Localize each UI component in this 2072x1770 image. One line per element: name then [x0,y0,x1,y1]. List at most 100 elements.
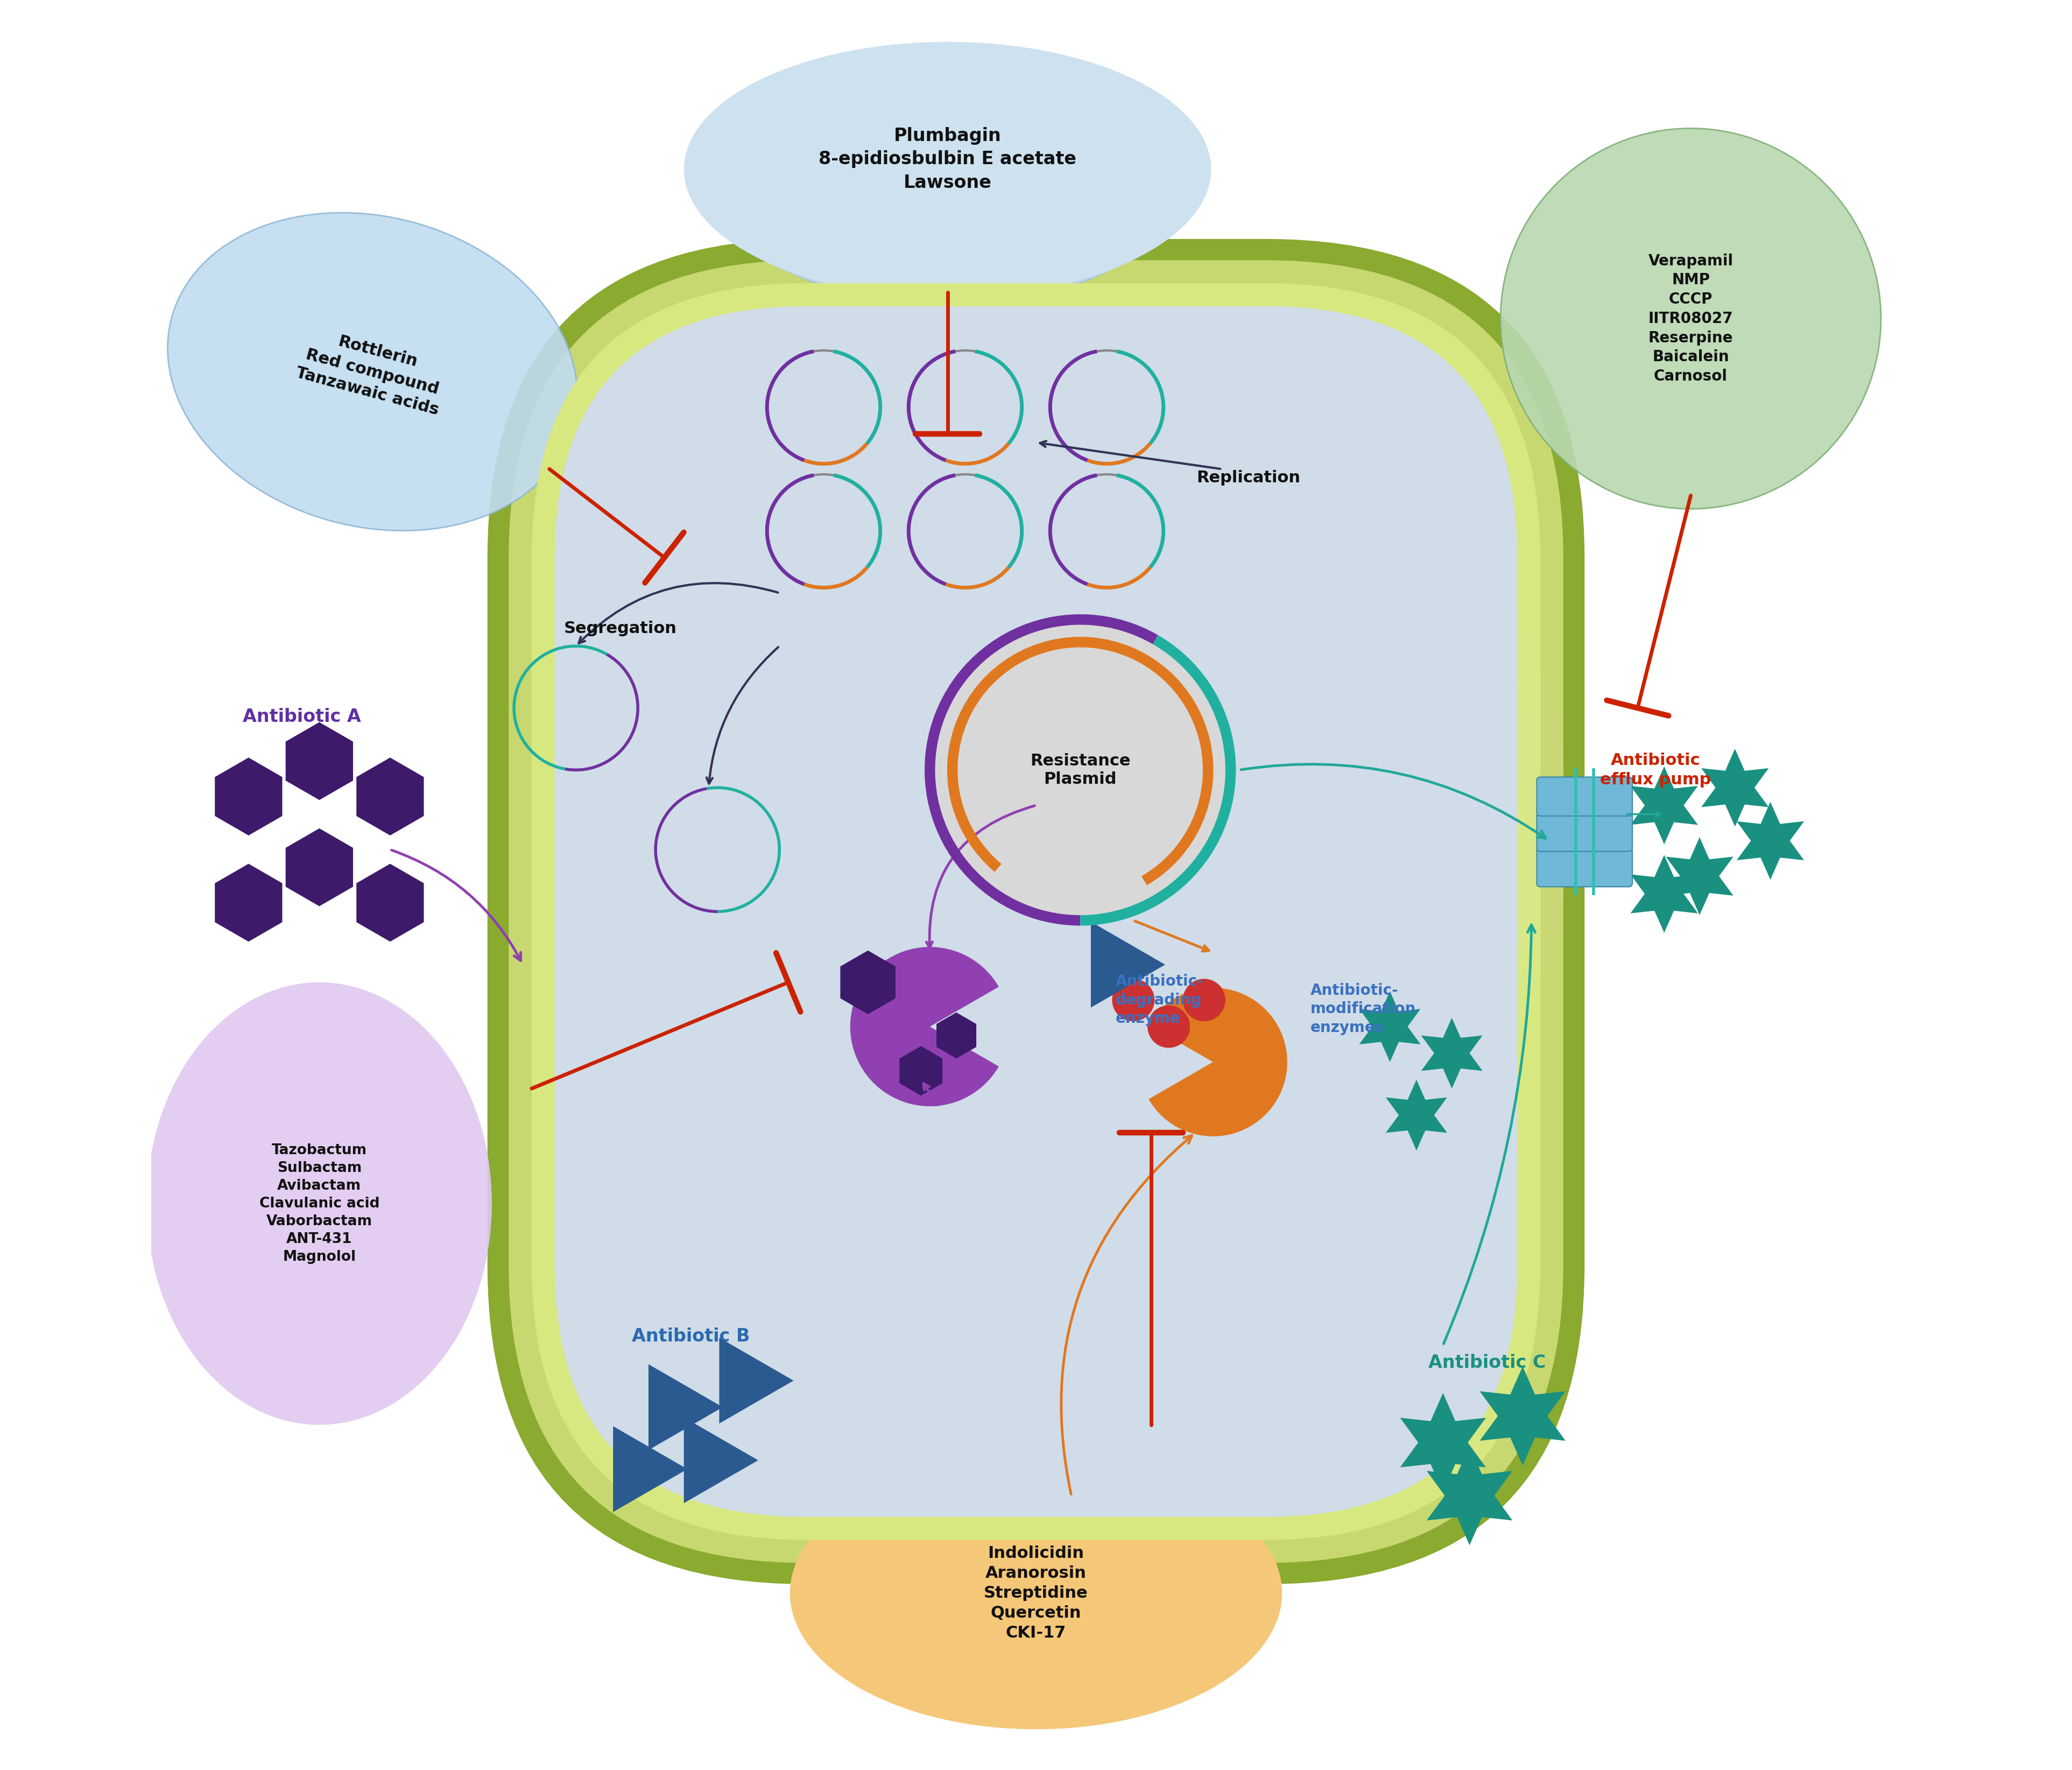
Ellipse shape [727,90,1169,304]
Polygon shape [1421,1018,1481,1089]
Text: Tazobactum
Sulbactam
Avibactam
Clavulanic acid
Vaborbactam
ANT-431
Magnolol: Tazobactum Sulbactam Avibactam Clavulani… [259,1143,379,1264]
Circle shape [1113,979,1154,1021]
Ellipse shape [698,58,1198,299]
Ellipse shape [833,1480,1239,1706]
Polygon shape [1701,749,1769,827]
Ellipse shape [147,982,491,1425]
Ellipse shape [733,99,1162,306]
Ellipse shape [692,51,1202,299]
Ellipse shape [723,87,1173,304]
Polygon shape [286,722,352,800]
Ellipse shape [816,1471,1256,1715]
Ellipse shape [789,1457,1283,1729]
Ellipse shape [707,69,1187,301]
Ellipse shape [688,46,1208,297]
Ellipse shape [725,89,1171,304]
Ellipse shape [802,1464,1270,1722]
Text: Antibiotic C: Antibiotic C [1428,1354,1546,1372]
Polygon shape [215,864,282,942]
Text: Antibiotic-
modification
enzymes: Antibiotic- modification enzymes [1310,982,1415,1035]
Ellipse shape [804,1466,1268,1720]
Polygon shape [1359,991,1421,1062]
Polygon shape [286,828,352,906]
Ellipse shape [837,1481,1235,1705]
Ellipse shape [1500,127,1881,510]
Polygon shape [1479,1366,1566,1466]
Polygon shape [613,1427,688,1512]
Ellipse shape [736,101,1160,306]
Text: Plumbagin
8-epidiosbulbin E acetate
Lawsone: Plumbagin 8-epidiosbulbin E acetate Laws… [818,127,1077,191]
Polygon shape [684,1418,758,1503]
Polygon shape [1631,855,1697,933]
Ellipse shape [711,73,1185,301]
Ellipse shape [808,1467,1264,1719]
Wedge shape [850,947,999,1106]
Ellipse shape [823,1474,1249,1712]
Ellipse shape [729,96,1164,304]
Circle shape [1148,1005,1189,1048]
Ellipse shape [821,1474,1251,1712]
Polygon shape [841,950,895,1014]
Polygon shape [719,1338,794,1423]
Ellipse shape [821,1473,1251,1713]
Polygon shape [1666,837,1734,915]
FancyBboxPatch shape [533,283,1539,1540]
Polygon shape [649,1365,723,1450]
Ellipse shape [798,1462,1274,1724]
Ellipse shape [792,1458,1280,1728]
Text: Antibiotic B: Antibiotic B [632,1328,750,1345]
Ellipse shape [694,55,1200,299]
Ellipse shape [796,1460,1276,1726]
Polygon shape [215,758,282,835]
Ellipse shape [829,1478,1243,1708]
FancyBboxPatch shape [1537,848,1633,887]
Ellipse shape [721,85,1175,304]
Ellipse shape [702,64,1191,301]
Polygon shape [1631,766,1697,844]
Ellipse shape [810,1467,1262,1719]
Ellipse shape [690,50,1204,297]
Text: Replication: Replication [1196,471,1301,485]
Ellipse shape [702,62,1193,301]
Ellipse shape [731,97,1162,306]
Polygon shape [1090,922,1164,1007]
Polygon shape [356,864,425,942]
Ellipse shape [696,57,1200,299]
Text: Antibiotic-
degrading
enzyme: Antibiotic- degrading enzyme [1115,974,1204,1027]
Ellipse shape [704,65,1189,301]
Ellipse shape [713,74,1183,303]
Ellipse shape [806,1466,1266,1720]
Ellipse shape [684,42,1212,297]
Text: Antibiotic
efflux pump: Antibiotic efflux pump [1600,752,1711,788]
Circle shape [930,620,1231,920]
Ellipse shape [715,78,1179,303]
Ellipse shape [700,60,1196,299]
Polygon shape [899,1046,943,1096]
Polygon shape [1401,1393,1486,1492]
Ellipse shape [812,1469,1260,1717]
Polygon shape [1386,1080,1446,1151]
Ellipse shape [690,48,1206,297]
Ellipse shape [835,1481,1237,1705]
Ellipse shape [837,1483,1235,1703]
FancyBboxPatch shape [487,239,1585,1584]
Ellipse shape [814,1471,1258,1715]
Text: Rottlerin
Red compound
Tanzawaic acids: Rottlerin Red compound Tanzawaic acids [294,326,452,418]
Ellipse shape [800,1462,1272,1724]
FancyBboxPatch shape [1537,812,1633,851]
Ellipse shape [794,1458,1278,1728]
Polygon shape [356,758,425,835]
Ellipse shape [831,1480,1241,1706]
Text: Indolicidin
Aranorosin
Streptidine
Quercetin
CKI-17: Indolicidin Aranorosin Streptidine Querc… [984,1545,1088,1641]
Text: Segregation: Segregation [564,621,678,635]
Text: Resistance
Plasmid: Resistance Plasmid [1030,752,1131,788]
Ellipse shape [719,83,1175,303]
Circle shape [1183,979,1225,1021]
Ellipse shape [686,44,1210,297]
Ellipse shape [812,1469,1260,1717]
Ellipse shape [717,80,1177,303]
Ellipse shape [829,1478,1243,1708]
Ellipse shape [804,1464,1268,1722]
FancyBboxPatch shape [1537,777,1633,816]
Polygon shape [937,1012,976,1058]
